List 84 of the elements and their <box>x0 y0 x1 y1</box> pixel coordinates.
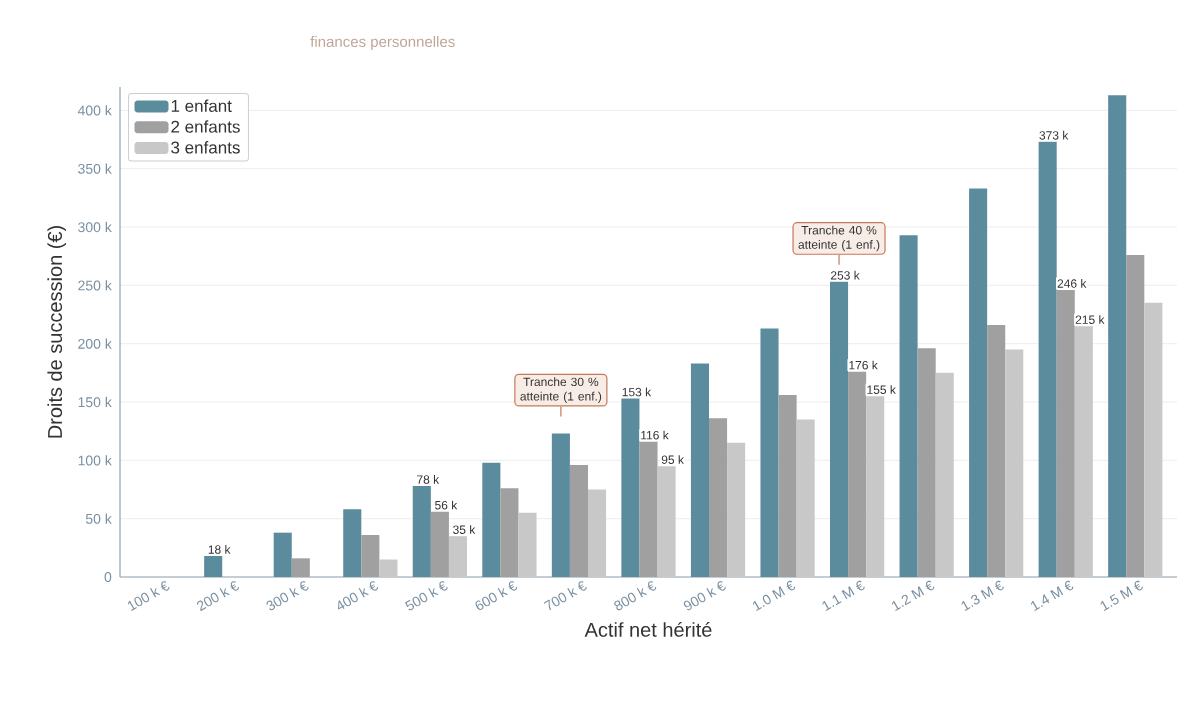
data-label: 176 k <box>849 360 878 370</box>
bar <box>690 363 709 577</box>
x-tick-label: 600 k € <box>475 581 518 611</box>
legend-label: 3 enfants <box>171 141 240 154</box>
x-tick-label: 300 k € <box>266 581 309 611</box>
bar <box>569 465 588 577</box>
data-label: 215 k <box>1075 315 1105 324</box>
bar <box>448 536 467 577</box>
bar <box>518 512 537 577</box>
data-label: 253 k <box>830 270 860 280</box>
bar <box>1005 349 1024 577</box>
y-tick-label: 0 <box>104 572 112 582</box>
bar <box>709 418 728 577</box>
bar <box>379 559 398 577</box>
bar <box>899 235 918 577</box>
data-label: 35 k <box>453 525 476 534</box>
data-label: 373 k <box>1039 130 1069 140</box>
y-tick-label: 400 k <box>77 105 112 116</box>
bar <box>848 371 867 577</box>
bar <box>657 466 676 577</box>
y-tick-label: 150 k <box>78 396 112 408</box>
bar <box>969 188 988 577</box>
bar <box>778 395 797 577</box>
y-tick-label: 300 k <box>78 221 112 233</box>
bar <box>1074 326 1093 577</box>
x-tick-label: 100 k € <box>127 581 170 611</box>
y-tick-label: 200 k <box>78 338 112 349</box>
y-tick-label: 350 k <box>78 163 112 174</box>
bar <box>639 441 658 577</box>
data-label: 95 k <box>661 455 684 464</box>
x-tick-label: 1.3 M € <box>961 580 1004 612</box>
bar <box>500 488 519 577</box>
x-tick-label: 1.0 M € <box>752 580 796 612</box>
x-tick-label: 400 k € <box>338 581 379 610</box>
legend-label: 1 enfant <box>171 99 232 112</box>
data-label: 78 k <box>417 474 440 484</box>
bar <box>1144 302 1163 577</box>
legend-label: 2 enfants <box>171 120 240 133</box>
bar <box>760 328 779 577</box>
bar <box>1056 290 1075 577</box>
bar <box>917 348 936 577</box>
bar <box>727 442 746 577</box>
bar <box>551 433 570 577</box>
data-label: 155 k <box>867 385 896 394</box>
bar <box>830 281 849 577</box>
annotation: Tranche 40 % atteinte (1 enf.) <box>798 225 880 252</box>
bar <box>343 509 362 577</box>
y-tick-label: 100 k <box>78 455 112 466</box>
x-tick-label: 1.2 M € <box>891 580 935 612</box>
x-axis-title: Actif net hérité <box>584 621 712 637</box>
x-tick-label: 700 k € <box>543 581 587 611</box>
chart-subtitle: finances personnelles <box>310 36 455 50</box>
bar <box>412 486 431 577</box>
x-tick-label: 1.5 M € <box>1100 580 1143 612</box>
bar <box>588 489 607 577</box>
x-tick-label: 500 k € <box>405 581 448 611</box>
bar <box>361 535 380 577</box>
annotation: Tranche 30 % atteinte (1 enf.) <box>520 377 602 403</box>
bar <box>935 372 954 577</box>
y-tick-label: 50 k <box>85 513 112 524</box>
x-tick-label: 900 k € <box>683 581 726 611</box>
data-label: 246 k <box>1057 278 1087 288</box>
bar <box>1126 255 1145 577</box>
bar <box>1038 141 1057 577</box>
data-label: 56 k <box>435 500 458 510</box>
bar <box>987 325 1006 577</box>
bar <box>621 398 640 577</box>
bar <box>482 462 501 577</box>
bar <box>291 558 310 577</box>
x-tick-label: 800 k € <box>614 581 657 611</box>
bar <box>866 396 885 577</box>
bar <box>1108 95 1127 577</box>
bar <box>204 556 223 577</box>
data-label: 153 k <box>622 387 652 397</box>
data-label: 116 k <box>641 430 669 440</box>
x-tick-label: 200 k € <box>197 581 239 612</box>
x-tick-label: 1.1 M € <box>822 580 865 612</box>
bar <box>273 532 292 577</box>
bar <box>796 419 815 577</box>
y-axis-title: Droits de succession (€) <box>47 226 67 438</box>
y-tick-label: 250 k <box>78 280 112 291</box>
data-label: 18 k <box>208 544 231 554</box>
x-tick-label: 1.4 M € <box>1030 580 1074 612</box>
bar <box>430 511 449 577</box>
